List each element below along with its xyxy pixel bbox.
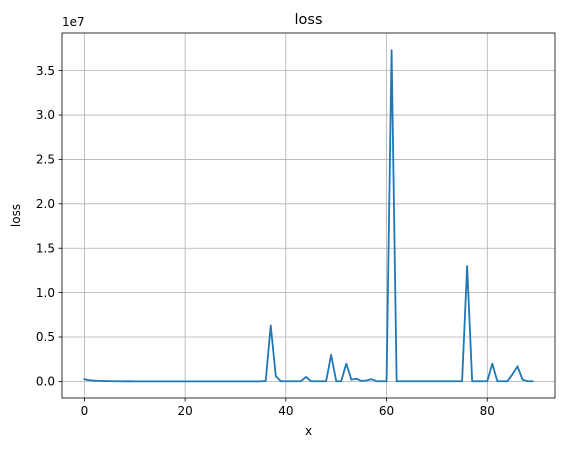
- y-tick-label: 3.0: [36, 108, 55, 122]
- plot-frame: [61, 32, 556, 399]
- chart-title: loss: [294, 12, 322, 28]
- y-axis-offset-text: 1e7: [62, 15, 85, 29]
- x-axis-label: x: [305, 424, 312, 438]
- x-tick-label: 0: [81, 404, 89, 418]
- y-tick-label: 0.5: [36, 330, 55, 344]
- y-tick-label: 0.0: [36, 375, 55, 389]
- x-tick-label: 40: [278, 404, 293, 418]
- series-layer: [83, 49, 534, 383]
- series-line-0: [83, 49, 534, 383]
- y-tick-label: 2.0: [36, 197, 55, 211]
- y-tick-label: 1.5: [36, 241, 55, 255]
- ticks: 0 20 40 60 80 0.0 0.5 1.0 1.5 2.0 2.5 3.0 3.5: [36, 64, 495, 418]
- x-tick-label: 80: [480, 404, 495, 418]
- y-axis-label: loss: [9, 204, 23, 227]
- x-tick-label: 20: [177, 404, 192, 418]
- y-tick-label: 1.0: [36, 286, 55, 300]
- x-tick-label: 60: [379, 404, 394, 418]
- y-tick-label: 3.5: [36, 64, 55, 78]
- y-tick-label: 2.5: [36, 153, 55, 167]
